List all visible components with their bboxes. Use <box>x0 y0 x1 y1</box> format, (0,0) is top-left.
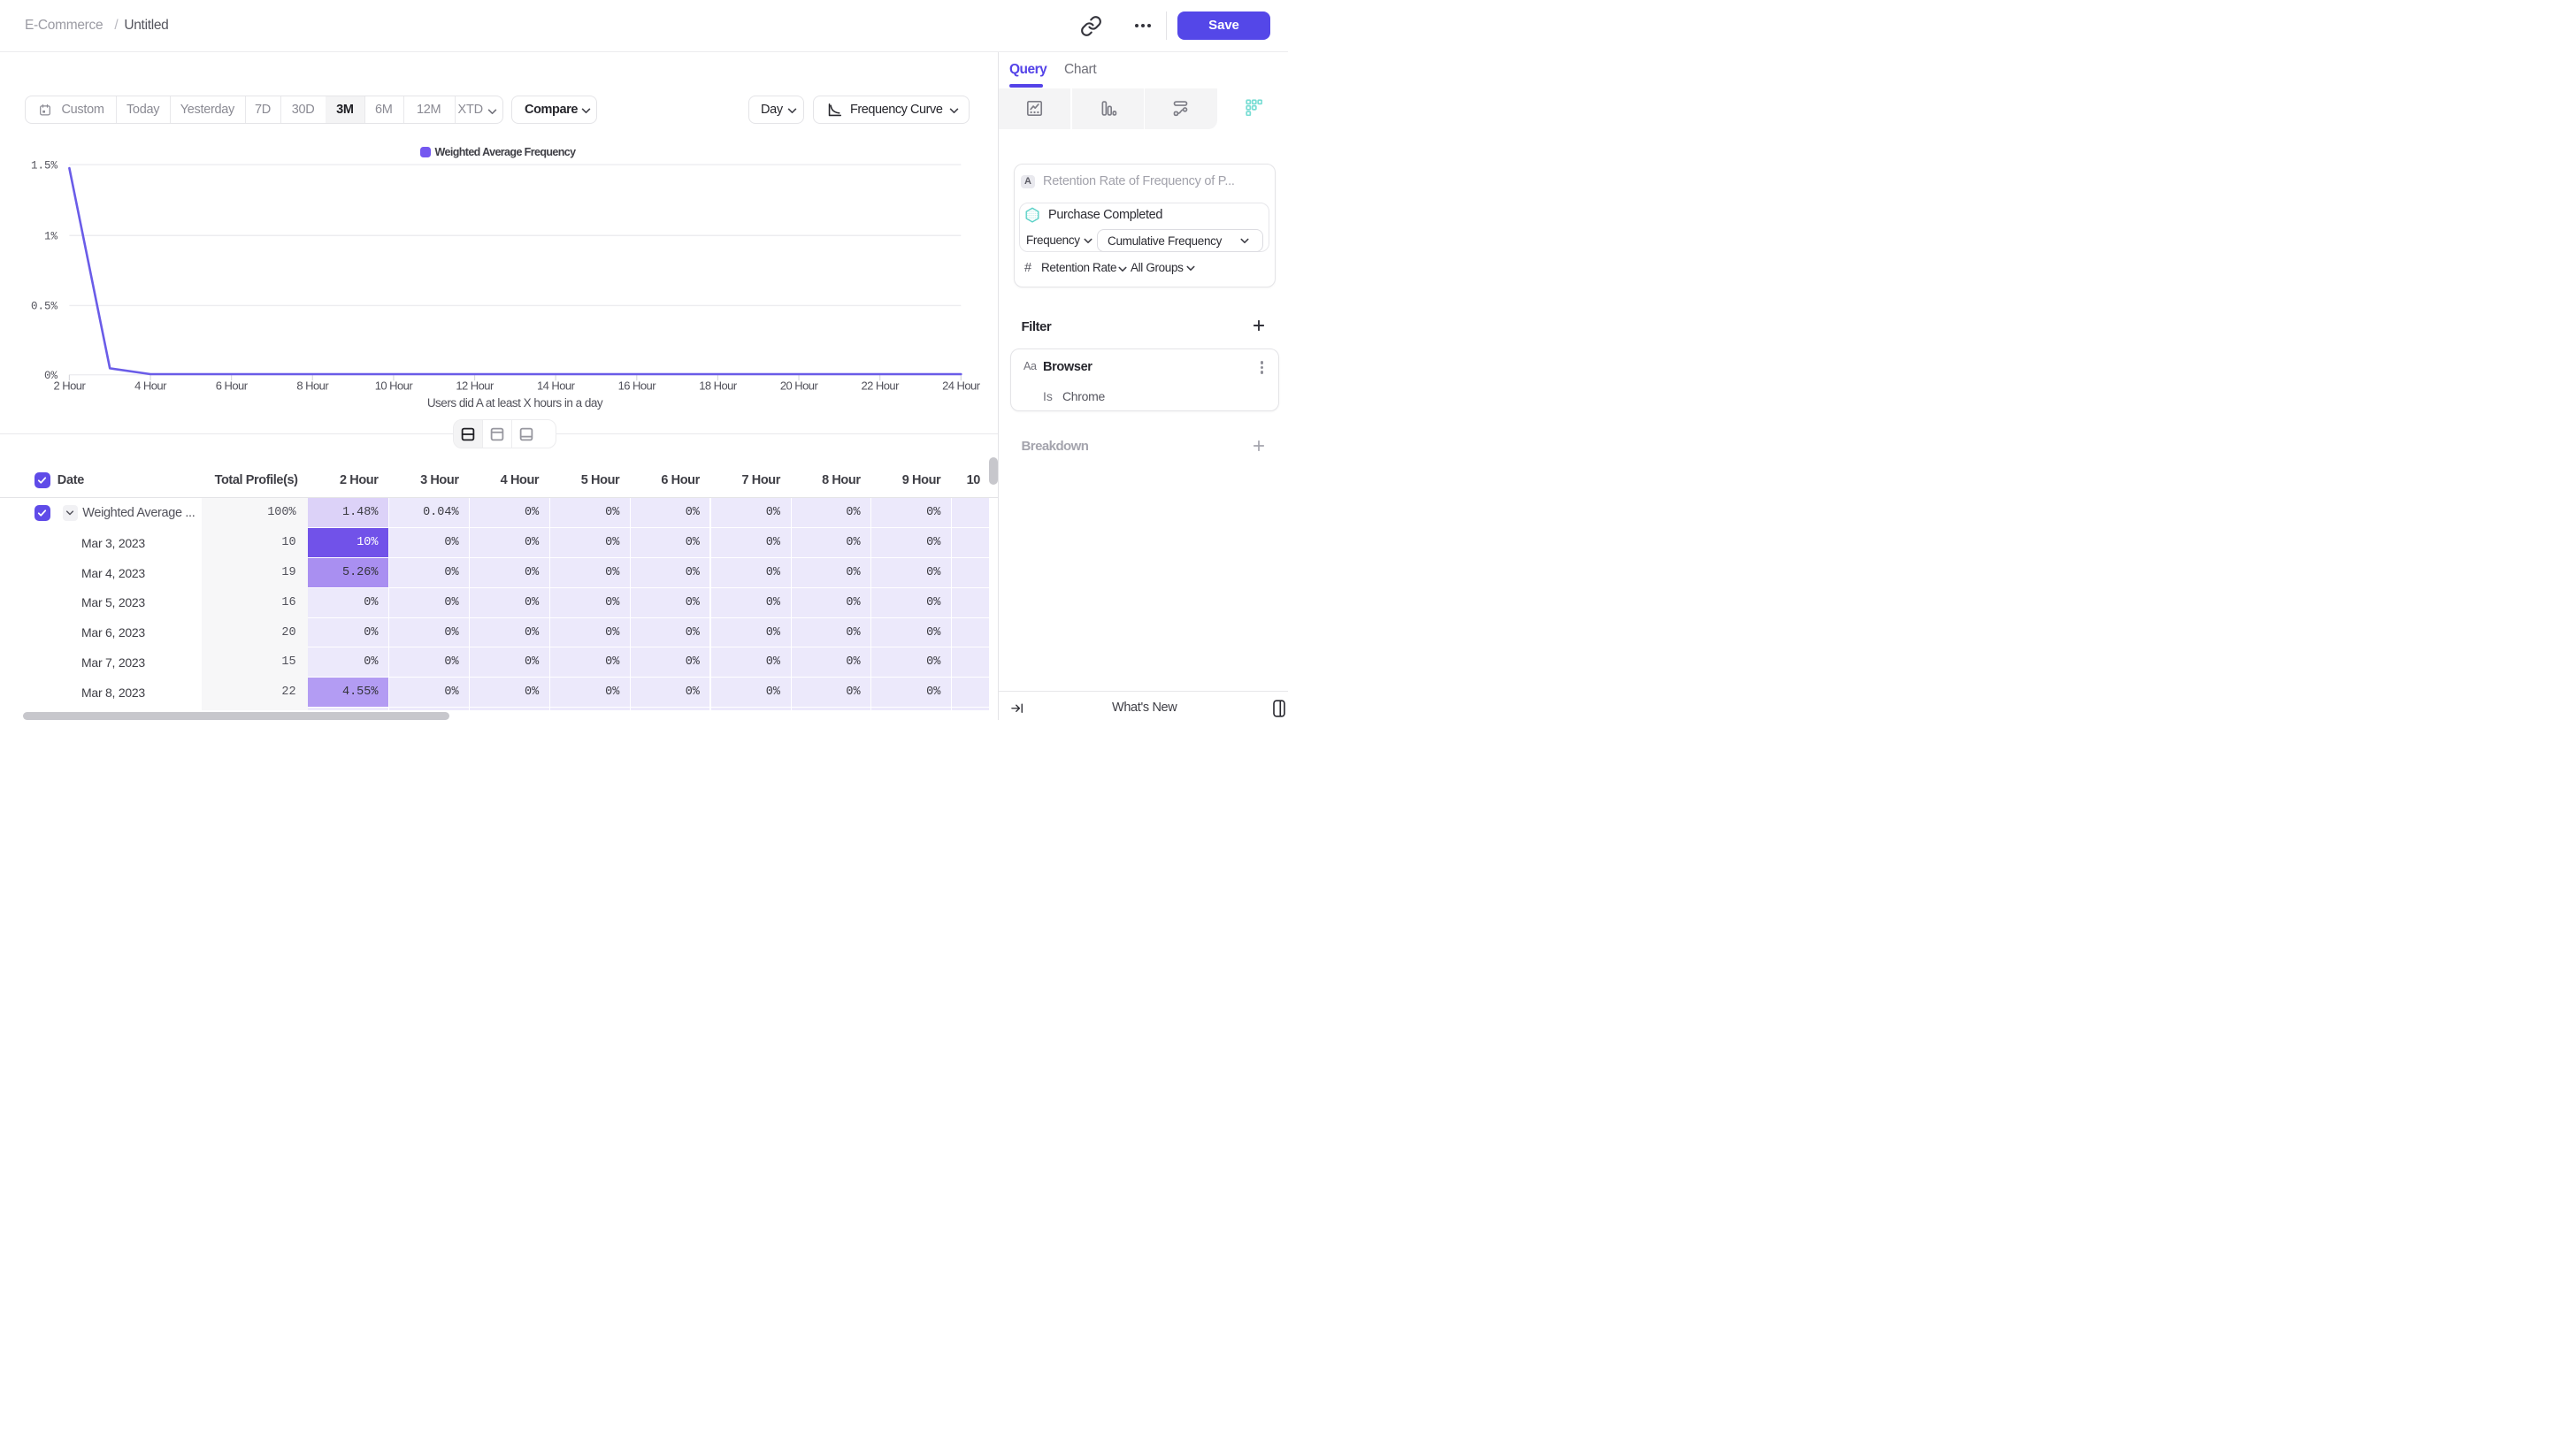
svg-text:24 Hour: 24 Hour <box>942 379 981 393</box>
svg-text:1%: 1% <box>44 230 58 242</box>
svg-text:6 Hour: 6 Hour <box>216 379 249 393</box>
svg-text:14 Hour: 14 Hour <box>537 379 576 393</box>
svg-text:20 Hour: 20 Hour <box>780 379 819 393</box>
svg-text:8 Hour: 8 Hour <box>296 379 329 393</box>
svg-text:22 Hour: 22 Hour <box>861 379 900 393</box>
svg-text:0%: 0% <box>44 370 58 382</box>
svg-text:1.5%: 1.5% <box>31 159 58 172</box>
svg-text:2 Hour: 2 Hour <box>54 379 87 393</box>
svg-text:10 Hour: 10 Hour <box>375 379 414 393</box>
svg-text:18 Hour: 18 Hour <box>699 379 738 393</box>
svg-text:4 Hour: 4 Hour <box>134 379 167 393</box>
svg-text:16 Hour: 16 Hour <box>618 379 657 393</box>
svg-text:12 Hour: 12 Hour <box>456 379 494 393</box>
svg-text:0.5%: 0.5% <box>31 301 58 313</box>
